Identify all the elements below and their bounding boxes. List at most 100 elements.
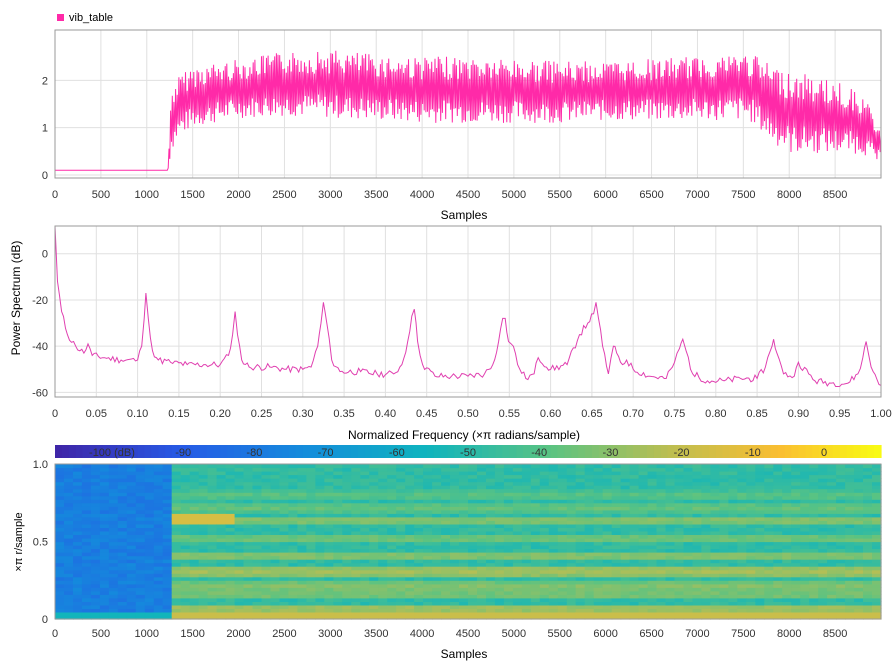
heatmap-cell [423, 604, 433, 609]
heatmap-cell [827, 576, 837, 581]
heatmap-cell [441, 548, 451, 553]
heatmap-cell [207, 615, 218, 620]
heatmap-cell [396, 527, 406, 532]
heatmap-cell [315, 506, 325, 511]
heatmap-cell [701, 555, 711, 560]
heatmap-cell [405, 534, 415, 539]
heatmap-cell [674, 576, 685, 581]
heatmap-cell [737, 481, 747, 486]
heatmap-cell [530, 495, 541, 500]
heatmap-cell [225, 601, 236, 606]
heatmap-cell [216, 545, 227, 550]
heatmap-cell [198, 548, 209, 553]
heatmap-cell [809, 573, 819, 578]
heatmap-cell [135, 548, 146, 553]
heatmap-cell [441, 513, 451, 518]
heatmap-cell [530, 538, 541, 543]
heatmap-cell [710, 530, 720, 535]
heatmap-cell [333, 566, 343, 571]
colorbar-segment [791, 445, 799, 458]
heatmap-cell [602, 481, 613, 486]
heatmap-cell [674, 530, 685, 535]
heatmap-cell [333, 506, 343, 511]
heatmap-cell [773, 481, 783, 486]
heatmap-cell [288, 464, 298, 469]
heatmap-cell [288, 555, 298, 560]
heatmap-cell [64, 594, 74, 599]
heatmap-cell [405, 597, 415, 602]
heatmap-cell [827, 573, 837, 578]
heatmap-cell [342, 530, 352, 535]
heatmap-cell [602, 488, 613, 493]
heatmap-cell [261, 534, 272, 539]
heatmap-cell [611, 499, 622, 504]
heatmap-cell [773, 523, 783, 528]
heatmap-cell [297, 464, 307, 469]
heatmap-cell [638, 548, 649, 553]
heatmap-cell [809, 485, 819, 490]
heatmap-cell [360, 555, 370, 560]
heatmap-cell [279, 534, 290, 539]
heatmap-cell [153, 597, 164, 602]
heatmap-cell [297, 534, 307, 539]
heatmap-cell [494, 569, 505, 574]
heatmap-cell [55, 548, 65, 553]
heatmap-cell [55, 590, 65, 595]
heatmap-cell [144, 590, 155, 595]
heatmap-cell [387, 597, 397, 602]
colorbar-segment [261, 445, 269, 458]
heatmap-cell [683, 523, 694, 528]
heatmap-cell [360, 481, 370, 486]
heatmap-cell [126, 597, 137, 602]
x-tick-label: 6000 [593, 189, 617, 201]
heatmap-cell [764, 569, 774, 574]
heatmap-cell [73, 485, 83, 490]
heatmap-cell [351, 590, 361, 595]
heatmap-cell [387, 474, 397, 479]
heatmap-cell [315, 509, 325, 514]
heatmap-cell [773, 583, 783, 588]
heatmap-cell [108, 527, 119, 532]
heatmap-cell [189, 587, 200, 592]
heatmap-cell [81, 523, 92, 528]
heatmap-cell [854, 559, 864, 564]
heatmap-cell [441, 569, 451, 574]
heatmap-cell [494, 488, 505, 493]
heatmap-cell [593, 580, 604, 585]
heatmap-cell [584, 534, 595, 539]
heatmap-cell [782, 580, 792, 585]
heatmap-cell [342, 474, 352, 479]
heatmap-cell [450, 492, 460, 497]
heatmap-cell [557, 492, 568, 497]
heatmap-cell [432, 467, 442, 472]
heatmap-cell [64, 474, 74, 479]
heatmap-cell [288, 587, 298, 592]
heatmap-cell [360, 559, 370, 564]
heatmap-cell [692, 499, 703, 504]
heatmap-cell [818, 513, 828, 518]
heatmap-cell [809, 478, 819, 483]
heatmap-cell [782, 499, 792, 504]
heatmap-cell [252, 538, 263, 543]
heatmap-cell [450, 534, 460, 539]
heatmap-cell [512, 538, 523, 543]
heatmap-cell [73, 520, 83, 525]
heatmap-cell [315, 534, 325, 539]
heatmap-cell [450, 545, 460, 550]
heatmap-cell [710, 502, 720, 507]
heatmap-cell [800, 573, 810, 578]
heatmap-cell [782, 523, 792, 528]
heatmap-cell [827, 608, 837, 613]
heatmap-cell [324, 509, 334, 514]
x-tick-label: 1000 [135, 189, 159, 201]
heatmap-cell [64, 520, 74, 525]
heatmap-cell [55, 566, 65, 571]
heatmap-cell [827, 534, 837, 539]
heatmap-cell [369, 559, 379, 564]
heatmap-cell [683, 488, 694, 493]
heatmap-cell [450, 555, 460, 560]
heatmap-cell [117, 580, 128, 585]
heatmap-cell [81, 520, 92, 525]
x-tick-label: 0 [52, 189, 58, 201]
heatmap-cell [378, 502, 388, 507]
